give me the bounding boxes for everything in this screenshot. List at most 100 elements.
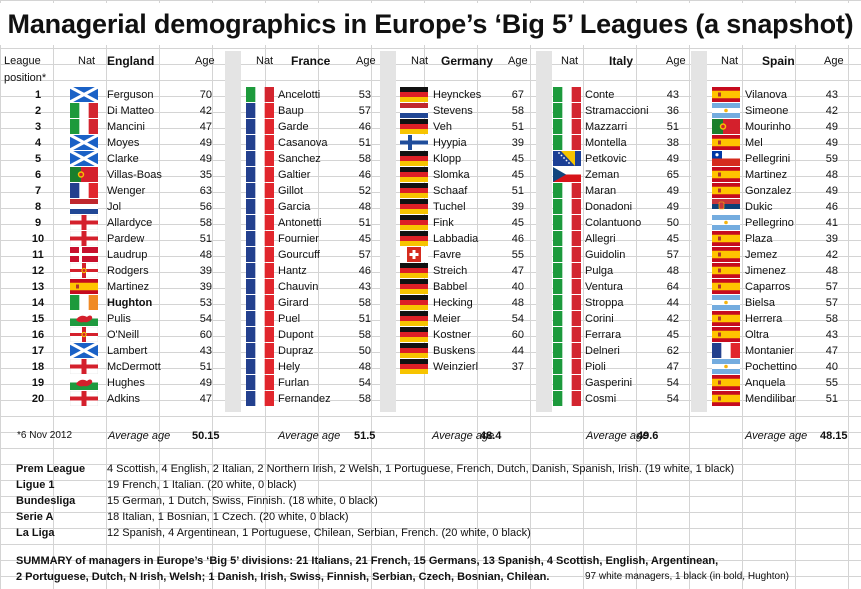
flag-italy-icon bbox=[553, 327, 581, 342]
flag-italy-icon bbox=[553, 247, 581, 262]
summary-league-text: 18 Italian, 1 Bosnian, 1 Czech. (20 whit… bbox=[107, 511, 349, 523]
manager-age: 58 bbox=[199, 217, 212, 229]
flag-chile-icon bbox=[712, 151, 740, 166]
manager-age: 45 bbox=[511, 217, 524, 229]
manager-age: 62 bbox=[666, 345, 679, 357]
average-age-value: 50.15 bbox=[192, 430, 220, 442]
manager-age: 43 bbox=[199, 345, 212, 357]
manager-age: 51 bbox=[511, 185, 524, 197]
flag-spain-icon bbox=[712, 311, 740, 326]
manager-name: Garcia bbox=[278, 201, 311, 213]
manager-name: Klopp bbox=[433, 153, 462, 165]
league-position: 19 bbox=[31, 377, 45, 389]
flag-spain-icon bbox=[712, 391, 740, 406]
manager-age: 48 bbox=[825, 169, 838, 181]
flag-germany-icon bbox=[400, 359, 428, 374]
flag-argentina-icon bbox=[712, 359, 740, 374]
manager-name: McDermott bbox=[107, 361, 161, 373]
manager-name: Moyes bbox=[107, 137, 140, 149]
flag-italy-icon bbox=[553, 135, 581, 150]
manager-age: 49 bbox=[199, 153, 212, 165]
flag-italy-icon bbox=[246, 87, 274, 102]
manager-age: 44 bbox=[511, 345, 524, 357]
manager-name: Allegri bbox=[585, 233, 616, 245]
flag-italy-icon bbox=[553, 343, 581, 358]
manager-age: 53 bbox=[358, 89, 371, 101]
league-position: 1 bbox=[34, 89, 42, 101]
manager-age: 52 bbox=[358, 185, 371, 197]
nat-header: Nat bbox=[78, 55, 96, 67]
flag-scotland-icon bbox=[70, 87, 98, 102]
flag-germany-icon bbox=[400, 87, 428, 102]
manager-name: Petkovic bbox=[585, 153, 627, 165]
manager-name: Furlan bbox=[278, 377, 310, 389]
flag-england-icon bbox=[70, 215, 98, 230]
flag-italy-icon bbox=[553, 391, 581, 406]
flag-france-icon bbox=[246, 231, 274, 246]
flag-italy-icon bbox=[553, 199, 581, 214]
manager-name: Conte bbox=[585, 89, 615, 101]
flag-italy-icon bbox=[553, 359, 581, 374]
league-position: 6 bbox=[34, 169, 42, 181]
flag-italy-icon bbox=[553, 375, 581, 390]
manager-age: 55 bbox=[511, 249, 524, 261]
flag-serbia-icon bbox=[712, 199, 740, 214]
league-position: 12 bbox=[31, 265, 45, 277]
manager-age: 41 bbox=[825, 217, 838, 229]
manager-name: Chauvin bbox=[278, 281, 319, 293]
manager-age: 56 bbox=[199, 201, 212, 213]
manager-name: Antonetti bbox=[278, 217, 322, 229]
league-position: 11 bbox=[32, 249, 44, 261]
column-separator bbox=[380, 51, 396, 412]
flag-spain-icon bbox=[70, 279, 98, 294]
flag-italy-icon bbox=[553, 263, 581, 278]
summary-league-label: Ligue 1 bbox=[16, 479, 55, 491]
flag-scotland-icon bbox=[70, 343, 98, 358]
manager-age: 42 bbox=[666, 313, 679, 325]
manager-age: 46 bbox=[825, 201, 838, 213]
manager-name: Fink bbox=[433, 217, 454, 229]
manager-name: Jimenez bbox=[745, 265, 786, 277]
manager-name: Wenger bbox=[107, 185, 146, 197]
manager-name: Mazzarri bbox=[585, 121, 628, 133]
summary-league-label: Serie A bbox=[16, 511, 54, 523]
manager-age: 49 bbox=[666, 185, 679, 197]
flag-northern-ireland-icon bbox=[70, 263, 98, 278]
manager-name: O'Neill bbox=[107, 329, 140, 341]
flag-france-icon bbox=[246, 183, 274, 198]
flag-germany-icon bbox=[400, 231, 428, 246]
league-header-germany: Germany bbox=[441, 54, 494, 68]
flag-scotland-icon bbox=[70, 135, 98, 150]
manager-age: 39 bbox=[199, 281, 212, 293]
flag-germany-icon bbox=[400, 295, 428, 310]
manager-name: Dukic bbox=[745, 201, 773, 213]
manager-name: Slomka bbox=[433, 169, 470, 181]
manager-age: 51 bbox=[358, 217, 371, 229]
flag-france-icon bbox=[246, 199, 274, 214]
manager-age: 37 bbox=[511, 361, 524, 373]
manager-age: 39 bbox=[199, 265, 212, 277]
manager-age: 58 bbox=[358, 297, 371, 309]
league-header-england: England bbox=[107, 54, 155, 68]
manager-name: Di Matteo bbox=[107, 105, 155, 117]
flag-france-icon bbox=[712, 343, 740, 358]
manager-age: 59 bbox=[825, 153, 838, 165]
manager-age: 49 bbox=[666, 153, 679, 165]
manager-age: 58 bbox=[358, 153, 371, 165]
league-position: 20 bbox=[31, 393, 45, 405]
nat-header: Nat bbox=[411, 55, 429, 67]
flag-northern-ireland-icon bbox=[70, 327, 98, 342]
manager-name: Tuchel bbox=[433, 201, 466, 213]
summary-line-1: SUMMARY of managers in Europe’s ‘Big 5’ … bbox=[16, 555, 719, 567]
manager-age: 49 bbox=[825, 121, 838, 133]
manager-name: Casanova bbox=[278, 137, 328, 149]
manager-name: Pardew bbox=[107, 233, 145, 245]
league-position: 9 bbox=[34, 217, 42, 229]
age-header: Age bbox=[666, 55, 686, 67]
manager-name: Martinez bbox=[107, 281, 150, 293]
manager-name: Montanier bbox=[745, 345, 794, 357]
manager-age: 49 bbox=[825, 185, 838, 197]
flag-italy-icon bbox=[553, 119, 581, 134]
manager-age: 70 bbox=[199, 89, 212, 101]
league-position: 2 bbox=[34, 105, 42, 117]
